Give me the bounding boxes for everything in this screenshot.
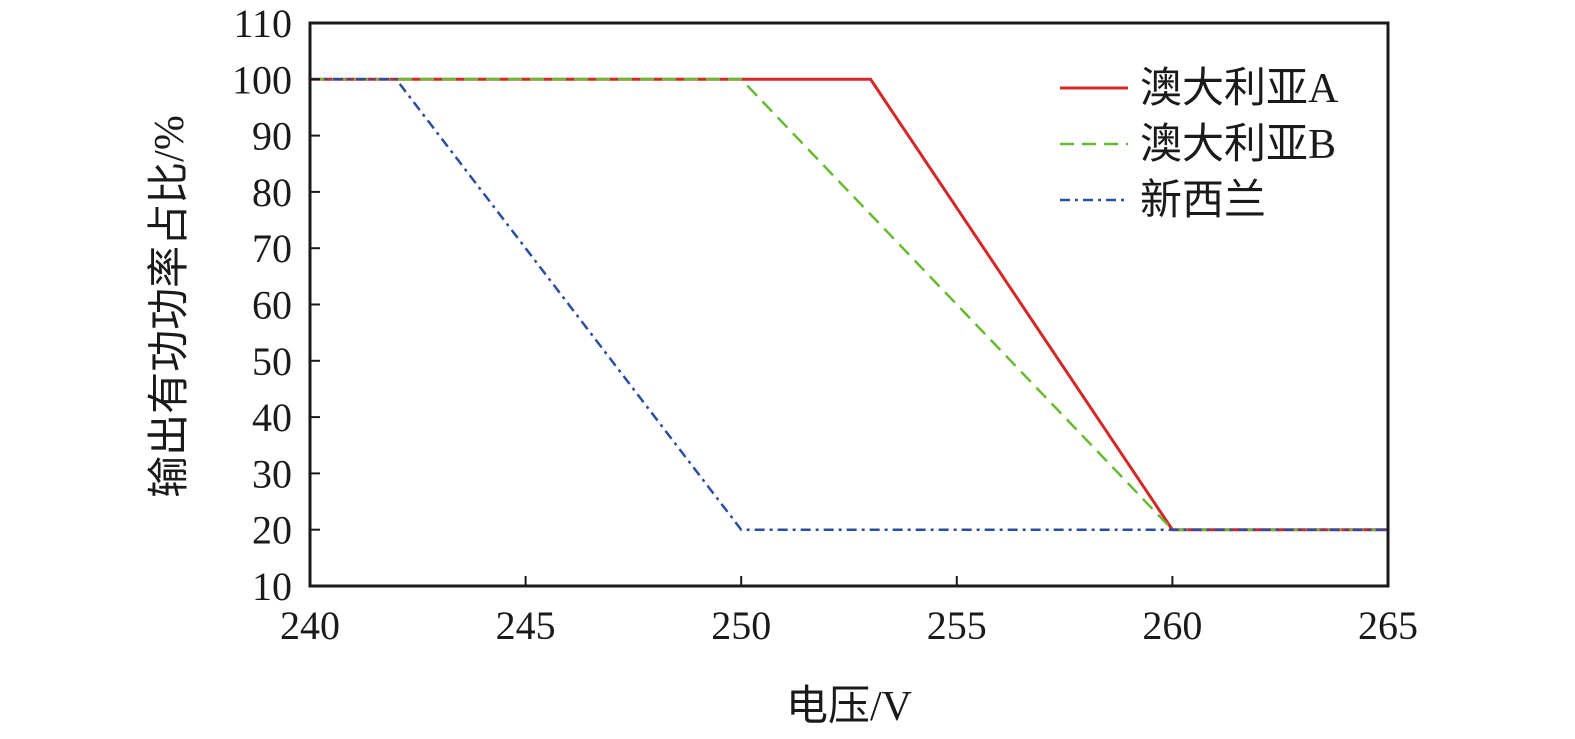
series-line-3: [310, 78, 1388, 531]
ticks-layer: 240 245 250 255 260 265 10 20 30 40 50 60 70 80 90 100 1…: [232, 1, 1418, 648]
x-tick-label: 265: [1358, 603, 1418, 648]
y-tick-label: 40: [252, 395, 292, 440]
y-tick-label: 80: [252, 170, 292, 215]
y-tick-label: 30: [252, 451, 292, 496]
y-tick-label: 110: [233, 1, 292, 46]
x-tick-label: 240: [280, 603, 340, 648]
y-tick-label: 70: [252, 226, 292, 271]
y-tick-label: 20: [252, 508, 292, 553]
legend-label-1: 澳大利亚A: [1140, 66, 1339, 112]
y-tick-label: 60: [252, 283, 292, 328]
x-tick-label: 245: [496, 603, 556, 648]
y-axis-title: 输出有功功率占比/%: [146, 115, 193, 498]
y-tick-label: 90: [252, 114, 292, 159]
y-tick-label: 10: [252, 564, 292, 609]
series-layer: [310, 77, 1388, 532]
x-tick-label: 255: [927, 603, 987, 648]
x-tick-label: 250: [711, 603, 771, 648]
y-tick-label: 50: [252, 339, 292, 384]
legend: 澳大利亚A 澳大利亚B 新西兰: [1060, 66, 1339, 224]
legend-label-2: 澳大利亚B: [1140, 122, 1336, 168]
x-tick-label: 260: [1142, 603, 1202, 648]
series-line-1: [310, 77, 1388, 532]
x-axis-title: 电压/V: [786, 684, 912, 730]
legend-label-3: 新西兰: [1140, 178, 1266, 224]
y-tick-label: 100: [232, 57, 292, 102]
